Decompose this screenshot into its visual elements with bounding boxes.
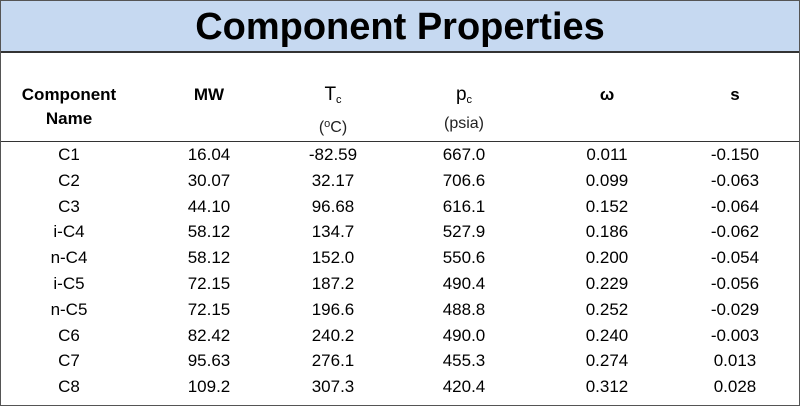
column-header: ω: [543, 53, 671, 142]
table-cell: 0.312: [585, 377, 629, 397]
table-cell: 0.028: [713, 377, 757, 397]
header-line: ω: [599, 85, 615, 104]
table-cell: 187.2: [311, 273, 355, 293]
table-row: C6 82.42 240.2 490.0 0.240 -0.003: [1, 323, 799, 349]
table-cell: 550.6: [442, 248, 486, 268]
table-cell: 488.8: [442, 299, 486, 319]
table-cell: 0.252: [585, 299, 629, 319]
table-cell: 527.9: [442, 222, 486, 242]
column-header: Component Name: [1, 53, 137, 142]
table-cell: 32.17: [311, 170, 355, 190]
header-line: Name: [45, 109, 93, 128]
table-cell: -0.003: [710, 325, 760, 345]
table-cell: n-C4: [50, 248, 88, 268]
table-cell: -0.054: [710, 248, 760, 268]
table-row: n-C5 72.15 196.6 488.8 0.252 -0.029: [1, 297, 799, 323]
table-cell: i-C5: [53, 273, 85, 293]
table-cell: 0.229: [585, 273, 629, 293]
symbol-subscript: c: [336, 94, 342, 106]
table-cell: 0.152: [585, 196, 629, 216]
column-header: s: [671, 53, 799, 142]
table-cell: -0.150: [710, 145, 760, 164]
table-row: C8 109.2 307.3 420.4 0.312 0.028: [1, 374, 799, 400]
table-cell: 95.63: [187, 351, 231, 371]
table-cell: 667.0: [442, 145, 486, 164]
table-cell: C3: [58, 196, 80, 216]
table-cell: 0.099: [585, 170, 629, 190]
title: Component Properties: [1, 1, 799, 53]
table-cell: 276.1: [311, 351, 355, 371]
table-cell: 72.15: [187, 299, 231, 319]
table-cell: n-C5: [50, 299, 88, 319]
table-row: C1 16.04 -82.59 667.0 0.011 -0.150: [1, 142, 799, 168]
table-cell: 58.12: [187, 222, 231, 242]
table-row: i-C5 72.15 187.2 490.4 0.229 -0.056: [1, 271, 799, 297]
column-header: MW: [137, 53, 281, 142]
table-cell: -0.056: [710, 273, 760, 293]
table-row: C3 44.10 96.68 616.1 0.152 -0.064: [1, 194, 799, 220]
table-cell: 490.0: [442, 325, 486, 345]
table-cell: C8: [58, 377, 80, 397]
table-cell: C7: [58, 351, 80, 371]
unit-text: C): [330, 119, 348, 136]
header-unit: (psia): [386, 112, 542, 136]
unit-superscript: o: [324, 118, 331, 130]
table-cell: 30.07: [187, 170, 231, 190]
table-cell: 0.200: [585, 248, 629, 268]
table-row: n-C4 58.12 152.0 550.6 0.200 -0.054: [1, 245, 799, 271]
table-cell: 44.10: [187, 196, 231, 216]
table-cell: -0.064: [710, 196, 760, 216]
table-cell: 109.2: [187, 377, 231, 397]
header-row: Component Name MW Tc (oC) pc (psia) ω s: [1, 53, 799, 142]
table-cell: C2: [58, 170, 80, 190]
table-cell: -0.062: [710, 222, 760, 242]
table-cell: 196.6: [311, 299, 355, 319]
table-cell: 72.15: [187, 273, 231, 293]
table-cell: 96.68: [311, 196, 355, 216]
table-body: C1 16.04 -82.59 667.0 0.011 -0.150 C2 30.07 32.1…: [1, 142, 799, 400]
table-cell: C1: [58, 145, 80, 164]
table-cell: -0.063: [710, 170, 760, 190]
table-cell: 82.42: [187, 325, 231, 345]
header-unit: (oC): [282, 112, 384, 140]
table-cell: 152.0: [311, 248, 355, 268]
table-cell: 0.011: [586, 145, 628, 164]
header-line: Component: [21, 85, 117, 104]
table-cell: 420.4: [442, 377, 486, 397]
table-cell: -82.59: [308, 145, 358, 164]
unit-text: (: [318, 119, 325, 136]
table-cell: 307.3: [311, 377, 355, 397]
table-cell: 0.186: [585, 222, 629, 242]
unit-text: (psia): [443, 115, 484, 132]
table-cell: 16.04: [187, 145, 231, 164]
header-line: MW: [193, 85, 225, 104]
table-cell: 58.12: [187, 248, 231, 268]
table-cell: 0.240: [585, 325, 629, 345]
table-cell: C6: [58, 325, 80, 345]
table-cell: 240.2: [311, 325, 355, 345]
table-cell: 0.274: [585, 351, 629, 371]
table-cell: i-C4: [53, 222, 85, 242]
property-table: Component Name MW Tc (oC) pc (psia) ω s C1 16.04-…: [1, 53, 799, 400]
header-line: s: [730, 85, 740, 104]
table-cell: 706.6: [442, 170, 486, 190]
table-cell: 616.1: [442, 196, 486, 216]
table-row: i-C4 58.12 134.7 527.9 0.186 -0.062: [1, 219, 799, 245]
header-symbol: Tc: [324, 84, 342, 106]
table-cell: 455.3: [442, 351, 486, 371]
column-header: pc (psia): [385, 53, 543, 142]
table-cell: 134.7: [311, 222, 355, 242]
symbol-subscript: c: [466, 94, 473, 106]
table-cell: 0.013: [713, 351, 757, 371]
symbol-main: p: [455, 84, 467, 105]
table-row: C7 95.63 276.1 455.3 0.274 0.013: [1, 348, 799, 374]
header-symbol: pc: [455, 84, 473, 106]
table-cell: 490.4: [442, 273, 486, 293]
symbol-main: T: [324, 84, 337, 105]
table-cell: -0.029: [710, 299, 760, 319]
column-header: Tc (oC): [281, 53, 385, 142]
table-row: C2 30.07 32.17 706.6 0.099 -0.063: [1, 168, 799, 194]
